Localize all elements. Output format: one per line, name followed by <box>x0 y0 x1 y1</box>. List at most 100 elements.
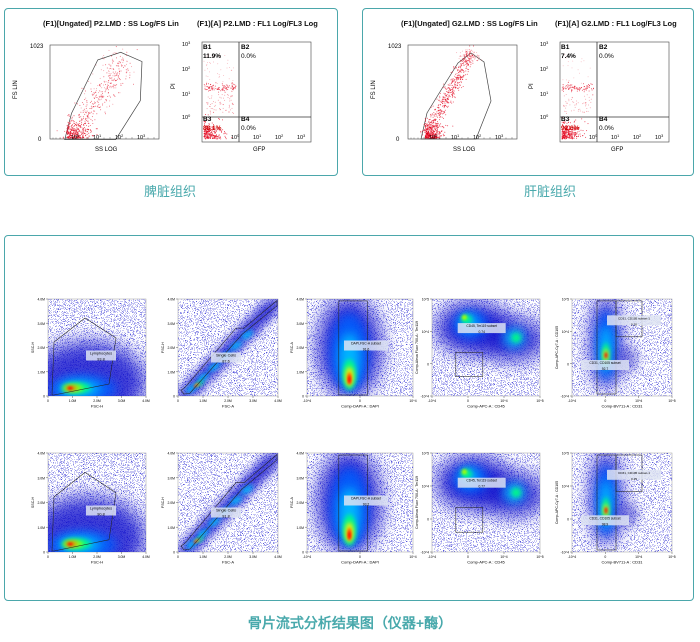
svg-text:1.0M: 1.0M <box>199 555 207 559</box>
svg-text:1.0M: 1.0M <box>37 370 45 374</box>
svg-text:102: 102 <box>540 66 548 73</box>
svg-text:CD31, CD105 subset-1: CD31, CD105 subset-1 <box>618 316 650 320</box>
svg-text:1.0M: 1.0M <box>296 526 304 530</box>
svg-text:Comp-APC-Cy7-A : CD105: Comp-APC-Cy7-A : CD105 <box>555 481 559 524</box>
svg-text:PI: PI <box>529 83 535 89</box>
svg-text:10^4: 10^4 <box>562 485 569 489</box>
svg-text:FSC-H: FSC-H <box>91 404 103 409</box>
svg-text:0.25: 0.25 <box>631 477 637 481</box>
svg-text:0: 0 <box>173 395 175 399</box>
svg-text:2.0M: 2.0M <box>37 501 45 505</box>
svg-text:Single Cells: Single Cells <box>216 509 236 513</box>
svg-text:0.0%: 0.0% <box>599 53 614 60</box>
svg-text:10^4: 10^4 <box>500 555 507 559</box>
svg-text:0.0%: 0.0% <box>599 125 614 132</box>
svg-text:0: 0 <box>604 399 606 403</box>
svg-text:4.0M: 4.0M <box>167 298 175 302</box>
svg-text:7.4%: 7.4% <box>561 53 576 60</box>
svg-text:Comp-DAPI-A : DAPI: Comp-DAPI-A : DAPI <box>341 560 379 565</box>
svg-text:-10^4: -10^4 <box>568 399 576 403</box>
svg-text:CD31, CD105 subset-1: CD31, CD105 subset-1 <box>618 471 650 475</box>
svg-text:3.0M: 3.0M <box>118 399 126 403</box>
svg-text:10^4: 10^4 <box>422 330 429 334</box>
svg-text:4.0M: 4.0M <box>274 399 282 403</box>
svg-text:2.0M: 2.0M <box>93 555 101 559</box>
svg-text:Comp-Alexa Fluor 700-A : Ter11: Comp-Alexa Fluor 700-A : Ter119 <box>415 476 419 529</box>
svg-text:0: 0 <box>467 399 469 403</box>
svg-text:1.0M: 1.0M <box>296 370 304 374</box>
svg-text:-10^4: -10^4 <box>428 399 436 403</box>
svg-text:CD45, Ter119 subset: CD45, Ter119 subset <box>466 324 497 328</box>
svg-text:10^4: 10^4 <box>409 399 416 403</box>
svg-text:10^4: 10^4 <box>500 399 507 403</box>
svg-text:1.0M: 1.0M <box>69 399 77 403</box>
svg-text:102: 102 <box>182 66 190 73</box>
svg-text:4.0M: 4.0M <box>142 399 150 403</box>
svg-text:4.0M: 4.0M <box>142 555 150 559</box>
svg-text:0: 0 <box>173 551 175 555</box>
svg-text:87.6: 87.6 <box>222 360 229 364</box>
svg-text:1.0M: 1.0M <box>69 555 77 559</box>
svg-text:10^5: 10^5 <box>562 452 569 456</box>
svg-text:2.0M: 2.0M <box>37 346 45 350</box>
svg-text:2.0M: 2.0M <box>296 346 304 350</box>
svg-text:0: 0 <box>467 555 469 559</box>
svg-text:2.0M: 2.0M <box>167 501 175 505</box>
svg-text:CD31, CD105 subset: CD31, CD105 subset <box>589 361 620 365</box>
svg-text:11.9%: 11.9% <box>203 53 221 60</box>
svg-text:Single Cells: Single Cells <box>216 354 236 358</box>
svg-text:GFP: GFP <box>253 147 265 153</box>
svg-text:10^4: 10^4 <box>422 485 429 489</box>
svg-text:FSC-A: FSC-A <box>222 560 234 565</box>
svg-text:FSC-A: FSC-A <box>290 497 294 508</box>
svg-text:103: 103 <box>540 41 548 48</box>
svg-text:4.0M: 4.0M <box>37 298 45 302</box>
svg-text:0: 0 <box>47 555 49 559</box>
svg-text:Comp-BV711-A : CD31: Comp-BV711-A : CD31 <box>601 560 643 565</box>
svg-text:91.8: 91.8 <box>222 515 229 519</box>
svg-text:3.0M: 3.0M <box>249 399 257 403</box>
svg-text:10^4: 10^4 <box>635 555 642 559</box>
svg-text:CD31, CD105 subset: CD31, CD105 subset <box>589 516 620 520</box>
svg-text:10^5: 10^5 <box>422 452 429 456</box>
svg-text:1.0M: 1.0M <box>199 399 207 403</box>
svg-text:93.2: 93.2 <box>363 503 370 507</box>
svg-text:10^5: 10^5 <box>422 298 429 302</box>
svg-text:Comp-Alexa Fluor 700-A : Ter11: Comp-Alexa Fluor 700-A : Ter119 <box>415 321 419 374</box>
svg-text:92.6%: 92.6% <box>561 125 580 132</box>
svg-text:10^5: 10^5 <box>536 399 543 403</box>
svg-text:SSC-H: SSC-H <box>31 342 35 354</box>
svg-text:2.0M: 2.0M <box>224 555 232 559</box>
svg-text:0: 0 <box>427 518 429 522</box>
svg-text:0: 0 <box>427 362 429 366</box>
svg-text:0: 0 <box>567 362 569 366</box>
svg-text:100: 100 <box>182 114 190 121</box>
svg-text:101: 101 <box>540 91 548 98</box>
svg-text:3.0M: 3.0M <box>296 322 304 326</box>
svg-text:B4: B4 <box>241 116 250 123</box>
svg-text:-10^4: -10^4 <box>428 555 436 559</box>
svg-text:Lymphocytes: Lymphocytes <box>90 507 112 511</box>
svg-text:3.0M: 3.0M <box>296 476 304 480</box>
svg-text:B2: B2 <box>241 44 250 51</box>
svg-text:PI: PI <box>171 83 177 89</box>
svg-text:1.0M: 1.0M <box>167 526 175 530</box>
svg-text:3.0M: 3.0M <box>37 322 45 326</box>
svg-text:92.7: 92.7 <box>602 367 609 371</box>
svg-text:91.6: 91.6 <box>363 348 370 352</box>
svg-text:10^4: 10^4 <box>409 555 416 559</box>
svg-text:SSC-H: SSC-H <box>31 497 35 509</box>
svg-text:2.0M: 2.0M <box>167 346 175 350</box>
svg-text:90.8: 90.8 <box>97 513 104 517</box>
svg-text:2.0M: 2.0M <box>224 399 232 403</box>
svg-text:1.0M: 1.0M <box>37 526 45 530</box>
svg-text:FSC-A: FSC-A <box>290 342 294 353</box>
svg-text:Comp-APC-A : CD45: Comp-APC-A : CD45 <box>467 404 505 409</box>
svg-text:-10^4: -10^4 <box>303 399 311 403</box>
svg-text:0.74: 0.74 <box>478 330 485 334</box>
svg-text:10^5: 10^5 <box>668 555 675 559</box>
svg-text:0.20: 0.20 <box>631 322 637 326</box>
svg-text:Comp-APC-Cy7-A : CD105: Comp-APC-Cy7-A : CD105 <box>555 326 559 369</box>
svg-text:0.0%: 0.0% <box>241 125 256 132</box>
svg-text:B4: B4 <box>599 116 608 123</box>
